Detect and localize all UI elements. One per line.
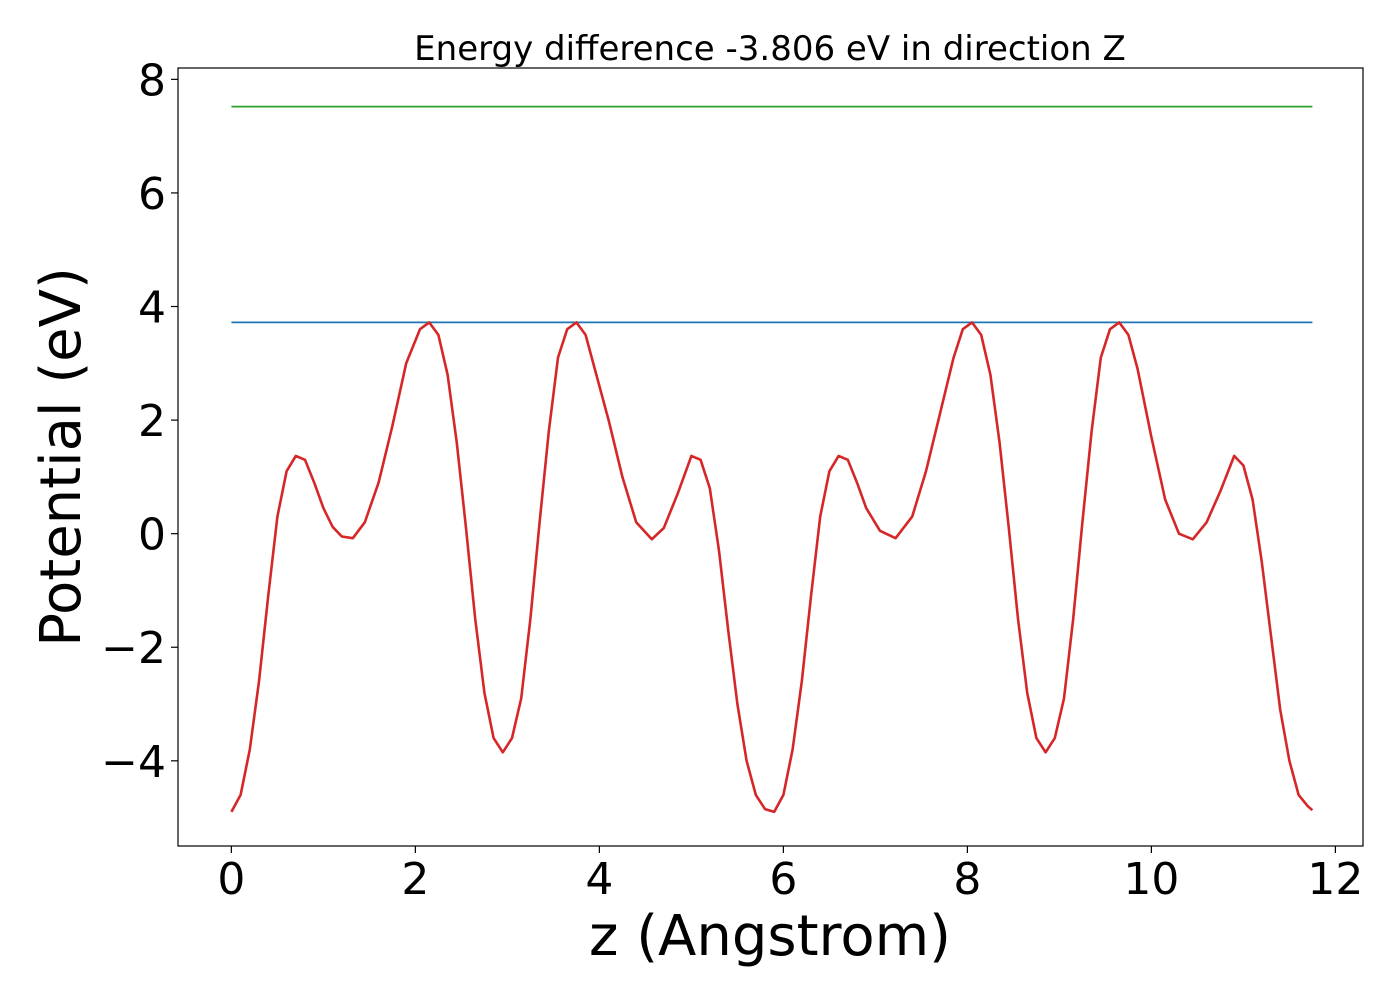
y-tick-label: 4 [138,283,166,334]
y-tick-label: −2 [101,623,166,674]
x-tick-label: 6 [769,854,797,905]
x-axis-ticks: 0 2 4 6 8 10 12 [217,846,1363,905]
y-tick-label: 6 [138,169,166,220]
x-tick-label: 0 [217,854,245,905]
chart-title: Energy difference -3.806 eV in direction… [414,29,1126,69]
x-tick-label: 8 [953,854,981,905]
plot-area [230,105,1314,814]
y-tick-label: 2 [138,396,166,447]
y-axis-ticks: −4 −2 0 2 4 6 8 [101,55,178,788]
plot-frame [177,67,1364,847]
y-tick-label: −4 [101,737,166,788]
y-tick-label: 0 [138,510,166,561]
y-tick-label: 8 [138,55,166,106]
series-line-3 [230,321,1314,814]
x-tick-label: 2 [401,854,429,905]
x-tick-label: 12 [1307,854,1363,905]
x-tick-label: 10 [1123,854,1179,905]
x-axis-label: z (Angstrom) [589,904,951,969]
x-tick-label: 4 [585,854,613,905]
y-axis-label: Potential (eV) [29,267,94,647]
